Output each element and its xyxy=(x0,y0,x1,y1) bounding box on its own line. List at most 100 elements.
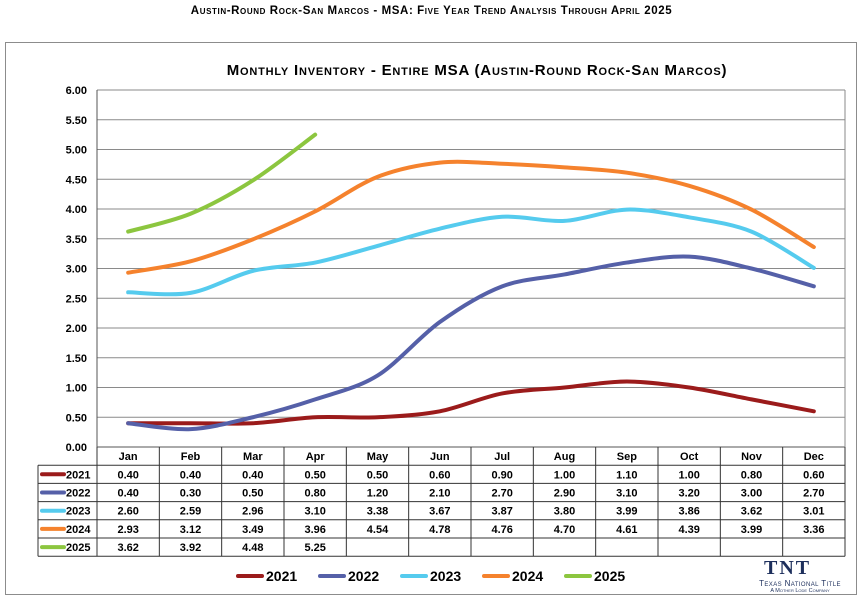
category-label: Mar xyxy=(243,451,263,463)
y-tick-label: 0.50 xyxy=(66,412,87,424)
table-series-label: 2025 xyxy=(66,542,90,554)
chart-title: Monthly Inventory - Entire MSA (Austin-R… xyxy=(227,62,728,79)
y-tick-label: 4.50 xyxy=(66,174,87,186)
table-cell: 3.10 xyxy=(304,506,325,518)
table-cell: 3.99 xyxy=(741,524,762,536)
y-tick-label: 6.00 xyxy=(66,85,87,97)
table-series-label: 2023 xyxy=(66,506,90,518)
table-cell: 2.60 xyxy=(117,506,138,518)
table-cell: 2.70 xyxy=(491,488,512,500)
table-cell: 2.10 xyxy=(429,488,450,500)
table-cell: 3.01 xyxy=(803,506,824,518)
table-cell: 3.92 xyxy=(180,542,201,554)
y-tick-label: 2.00 xyxy=(66,323,87,335)
table-cell: 0.60 xyxy=(803,469,824,481)
table-cell: 3.86 xyxy=(678,506,699,518)
table-cell: 0.40 xyxy=(242,469,263,481)
table-cell: 3.20 xyxy=(678,488,699,500)
logo-name: Texas National Title xyxy=(759,579,841,588)
texas-national-title-logo: TNT Texas National Title A Mother Lode C… xyxy=(740,557,860,597)
series-line-2024 xyxy=(126,159,816,275)
y-tick-label: 5.50 xyxy=(66,115,87,127)
series-line-2023 xyxy=(126,207,816,297)
table-cell: 0.50 xyxy=(304,469,325,481)
series-line-2021 xyxy=(126,379,816,426)
category-label: Jul xyxy=(494,451,510,463)
table-cell: 3.67 xyxy=(429,506,450,518)
category-label: Dec xyxy=(804,451,824,463)
table-cell: 3.99 xyxy=(616,506,637,518)
category-label: Oct xyxy=(680,451,699,463)
table-cell: 3.12 xyxy=(180,524,201,536)
series-line-2025 xyxy=(126,132,318,234)
table-cell: 0.50 xyxy=(242,488,263,500)
logo-subtitle: A Mother Lode Company xyxy=(770,588,830,594)
table-cell: 4.78 xyxy=(429,524,450,536)
table-cell: 3.62 xyxy=(741,506,762,518)
table-series-label: 2021 xyxy=(66,469,90,481)
table-cell: 0.40 xyxy=(117,488,138,500)
table-cell: 3.00 xyxy=(741,488,762,500)
category-label: Nov xyxy=(741,451,763,463)
table-cell: 2.59 xyxy=(180,506,201,518)
y-tick-label: 2.50 xyxy=(66,293,87,305)
y-tick-label: 3.00 xyxy=(66,264,87,276)
legend-label: 2024 xyxy=(512,568,543,584)
category-label: Apr xyxy=(306,451,326,463)
table-series-label: 2024 xyxy=(66,524,91,536)
category-label: May xyxy=(367,451,389,463)
table-cell: 0.50 xyxy=(367,469,388,481)
table-cell: 0.80 xyxy=(741,469,762,481)
table-cell: 3.38 xyxy=(367,506,388,518)
table-cell: 3.62 xyxy=(117,542,138,554)
table-cell: 0.30 xyxy=(180,488,201,500)
table-series-label: 2022 xyxy=(66,488,90,500)
table-cell: 3.49 xyxy=(242,524,263,536)
table-cell: 3.36 xyxy=(803,524,824,536)
y-tick-label: 1.00 xyxy=(66,383,87,395)
table-cell: 5.25 xyxy=(304,542,325,554)
table-cell: 4.39 xyxy=(678,524,699,536)
table-cell: 4.70 xyxy=(554,524,575,536)
chart-frame xyxy=(5,42,857,595)
table-cell: 1.10 xyxy=(616,469,637,481)
table-cell: 3.87 xyxy=(491,506,512,518)
legend-label: 2022 xyxy=(348,568,379,584)
table-cell: 0.40 xyxy=(117,469,138,481)
category-label: Jan xyxy=(119,451,138,463)
page-title: Austin-Round Rock-San Marcos - MSA: Five… xyxy=(190,5,673,17)
table-cell: 4.61 xyxy=(616,524,637,536)
table-cell: 2.90 xyxy=(554,488,575,500)
table-cell: 2.93 xyxy=(117,524,138,536)
category-label: Sep xyxy=(617,451,637,463)
table-cell: 0.60 xyxy=(429,469,450,481)
y-tick-label: 4.00 xyxy=(66,204,87,216)
table-cell: 0.40 xyxy=(180,469,201,481)
table-cell: 1.20 xyxy=(367,488,388,500)
category-label: Jun xyxy=(430,451,450,463)
legend-label: 2023 xyxy=(430,568,461,584)
table-cell: 0.90 xyxy=(491,469,512,481)
legend-label: 2025 xyxy=(594,568,625,584)
table-cell: 2.96 xyxy=(242,506,263,518)
table-cell: 2.70 xyxy=(803,488,824,500)
legend-label: 2021 xyxy=(266,568,297,584)
table-cell: 3.80 xyxy=(554,506,575,518)
category-label: Feb xyxy=(181,451,201,463)
series-line-2022 xyxy=(126,254,816,432)
y-tick-label: 1.50 xyxy=(66,353,87,365)
table-cell: 1.00 xyxy=(678,469,699,481)
table-cell: 4.54 xyxy=(367,524,389,536)
table-cell: 3.96 xyxy=(304,524,325,536)
table-cell: 4.48 xyxy=(242,542,263,554)
table-cell: 3.10 xyxy=(616,488,637,500)
y-tick-label: 0.00 xyxy=(66,442,87,454)
table-cell: 1.00 xyxy=(554,469,575,481)
table-cell: 0.80 xyxy=(304,488,325,500)
table-cell: 4.76 xyxy=(491,524,512,536)
category-label: Aug xyxy=(554,451,575,463)
y-tick-label: 5.00 xyxy=(66,145,87,157)
logo-mark: TNT xyxy=(764,557,812,579)
y-tick-label: 3.50 xyxy=(66,234,87,246)
